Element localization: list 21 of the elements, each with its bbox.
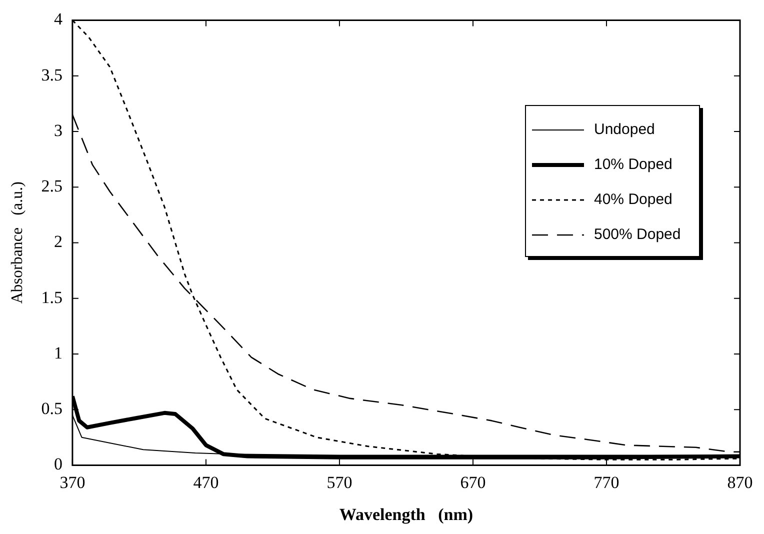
y-tick-label: 1	[54, 343, 62, 362]
legend-label: 500% Doped	[594, 226, 681, 244]
y-tick-label: 2.5	[41, 176, 62, 196]
x-axis-title: Wavelength (nm)	[339, 505, 474, 524]
x-tick-label: 870	[727, 472, 753, 492]
x-tick-label: 370	[60, 472, 86, 492]
x-tick-label: 770	[594, 472, 620, 492]
y-tick-label: 0	[54, 454, 62, 474]
y-tick-label: 2	[54, 232, 62, 252]
legend-label: Undoped	[594, 121, 655, 138]
x-tick-label: 570	[326, 472, 352, 492]
y-tick-label: 3	[54, 120, 62, 140]
x-tick-label: 470	[193, 472, 219, 492]
y-axis-title: Absorbance (a.u.)	[8, 182, 26, 304]
y-tick-label: 4	[54, 10, 63, 29]
legend-label: 10% Doped	[594, 156, 672, 174]
y-tick-label: 3.5	[41, 65, 62, 84]
x-tick-label: 670	[460, 472, 486, 492]
y-tick-label: 0.5	[41, 399, 62, 418]
legend-label: 40% Doped	[594, 191, 672, 208]
y-tick-label: 1.5	[41, 288, 62, 307]
